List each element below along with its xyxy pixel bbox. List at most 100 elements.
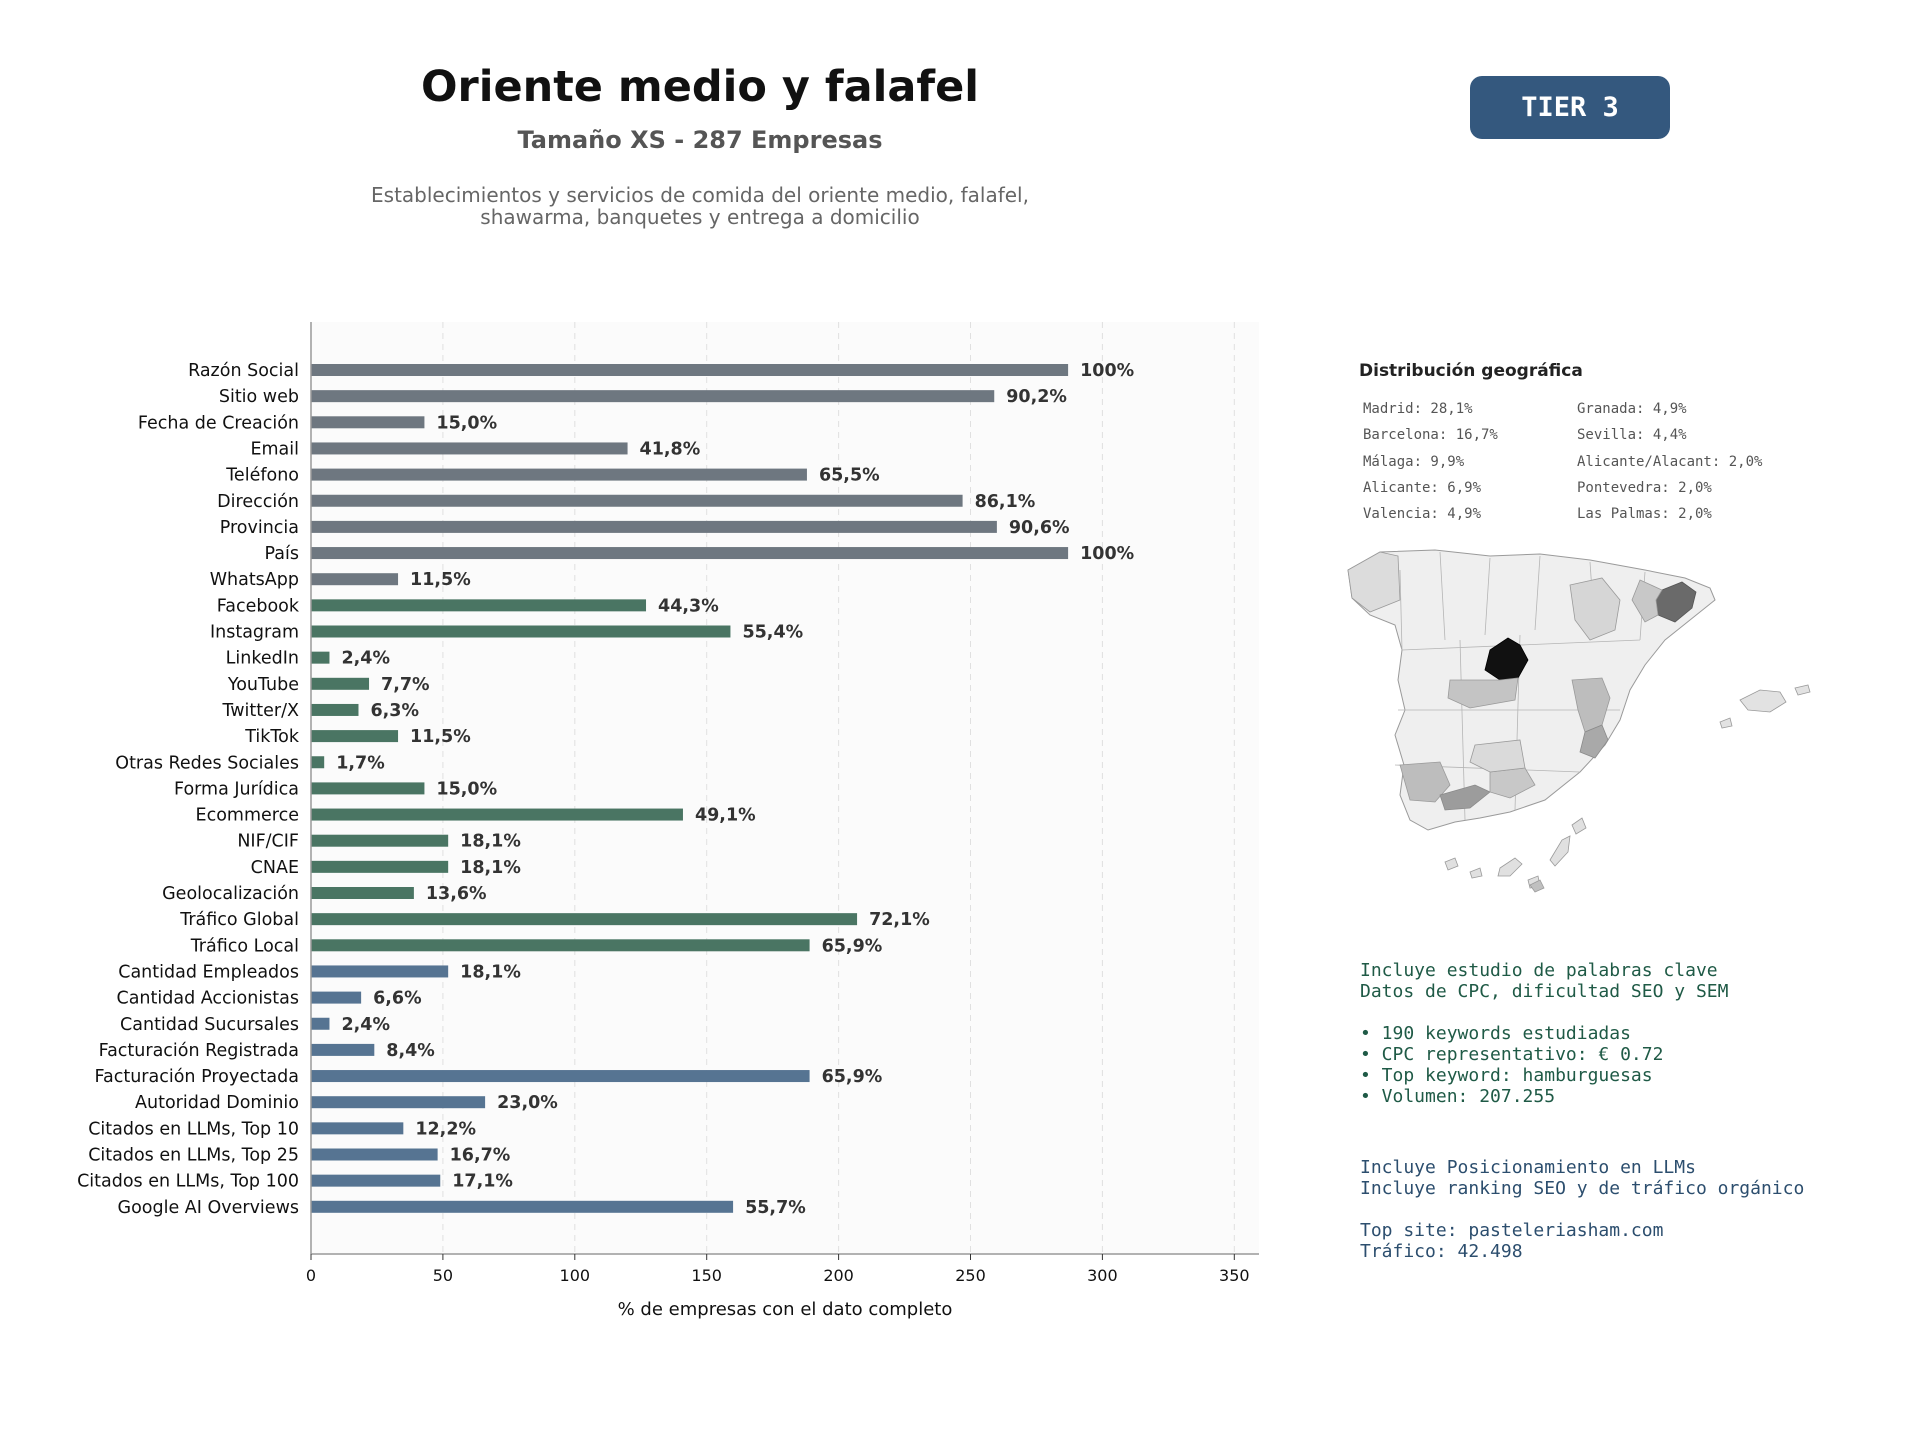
category-label: Google AI Overviews [118,1198,299,1218]
category-label: LinkedIn [226,649,299,669]
bar [311,782,425,795]
value-label: 18,1% [460,832,521,852]
tier-badge: TIER 3 [1470,76,1670,139]
value-label: 65,9% [822,936,883,956]
category-label: País [265,544,299,564]
category-label: Ecommerce [196,806,299,826]
x-tick-label: 300 [1087,1266,1118,1285]
geo-item: Alicante/Alacant: 2,0% [1577,454,1763,470]
value-label: 18,1% [460,962,521,982]
bar [311,468,807,481]
region-seville [1399,761,1451,803]
geo-item: Pontevedra: 2,0% [1577,480,1712,496]
bar [311,756,325,769]
value-label: 1,7% [336,753,385,773]
ibiza [1719,717,1733,729]
seo-bullet: • Top keyword: hamburguesas [1360,1065,1653,1086]
category-label: Cantidad Sucursales [120,1015,299,1035]
geo-item: Sevilla: 4,4% [1577,427,1687,443]
canary-islands [1444,817,1587,889]
value-labels: 100% 90,2% 15,0% 41,8% 65,5% 86,1% 90,6% 100% 11… [336,361,1134,1218]
category-label: Cantidad Empleados [118,962,299,982]
value-label: 15,0% [436,779,497,799]
bar [311,703,359,716]
value-label: 55,4% [742,623,803,643]
value-label: 11,5% [410,570,471,590]
value-label: 11,5% [410,727,471,747]
category-label: Facturación Proyectada [95,1067,299,1087]
menorca [1794,684,1811,696]
chart-title: Oriente medio y falafel [420,62,980,112]
region-toledo [1447,677,1519,709]
value-label: 8,4% [386,1041,435,1061]
x-tick-label: 350 [1219,1266,1250,1285]
bar [311,939,810,952]
balearic-islands [1739,689,1787,713]
category-labels: Razón Social Sitio web Fecha de Creación Em… [77,361,300,1218]
geo-item: Granada: 4,9% [1577,401,1687,417]
geo-item: Madrid: 28,1% [1363,401,1473,417]
geo-title: Distribución geográfica [1359,361,1583,381]
bar [311,494,963,507]
spain-map [1340,540,1860,914]
category-label: YouTube [227,675,299,695]
bar [311,860,449,873]
value-label: 16,7% [450,1146,511,1166]
value-label: 100% [1080,361,1134,381]
value-label: 2,4% [341,1015,390,1035]
geo-item: Valencia: 4,9% [1363,506,1482,522]
bar [311,547,1069,560]
bar [311,1096,486,1109]
top-site: Top site: pasteleriasham.com [1360,1220,1664,1241]
value-label: 72,1% [869,910,930,930]
bar [311,599,647,612]
bar [311,834,449,847]
description-line-2: shawarma, banquetes y entrega a domicili… [480,205,920,229]
category-label: Instagram [210,623,299,643]
value-label: 65,5% [819,466,880,486]
bar [311,625,731,638]
llm-line-1: Incluye Posicionamiento en LLMs [1360,1157,1696,1178]
region-malaga [1439,784,1491,811]
bar [311,887,414,899]
category-label: Citados en LLMs, Top 100 [77,1172,299,1192]
category-label: Razón Social [188,361,299,381]
value-label: 41,8% [640,439,701,459]
geo-item: Málaga: 9,9% [1363,454,1465,470]
category-label: Provincia [220,518,299,538]
category-label: Citados en LLMs, Top 10 [88,1119,299,1139]
bar [311,442,628,455]
bar [311,730,399,743]
x-tick-label: 250 [955,1266,986,1285]
bar [311,390,995,403]
category-label: Tráfico Global [179,910,299,930]
category-label: CNAE [251,858,299,878]
category-label: Fecha de Creación [138,413,299,433]
value-label: 44,3% [658,596,719,616]
llm-line-2: Incluye ranking SEO y de tráfico orgánic… [1360,1178,1805,1199]
x-axis-label: % de empresas con el dato completo [618,1299,953,1320]
category-label: Facebook [217,596,300,616]
bar [311,1122,404,1135]
category-label: NIF/CIF [237,832,299,852]
value-label: 55,7% [745,1198,806,1218]
value-label: 17,1% [452,1172,513,1192]
value-label: 7,7% [381,675,430,695]
bar [311,991,362,1004]
value-label: 12,2% [415,1119,476,1139]
x-tick-label: 100 [560,1266,591,1285]
value-label: 90,6% [1009,518,1070,538]
bar [311,573,399,586]
value-label: 86,1% [975,492,1036,512]
seo-bullet: • CPC representativo: € 0.72 [1360,1044,1664,1065]
value-label: 18,1% [460,858,521,878]
geo-item: Barcelona: 16,7% [1363,427,1498,443]
bar-chart: Razón Social Sitio web Fecha de Creación Em… [77,322,1259,1320]
x-axis-ticks: 0 50 100 150 200 250 300 350 [306,1254,1250,1285]
bar [311,965,449,978]
value-label: 6,3% [370,701,419,721]
value-label: 13,6% [426,884,487,904]
value-label: 90,2% [1006,387,1067,407]
category-label: Cantidad Accionistas [116,989,299,1009]
region-jaen [1469,739,1526,773]
